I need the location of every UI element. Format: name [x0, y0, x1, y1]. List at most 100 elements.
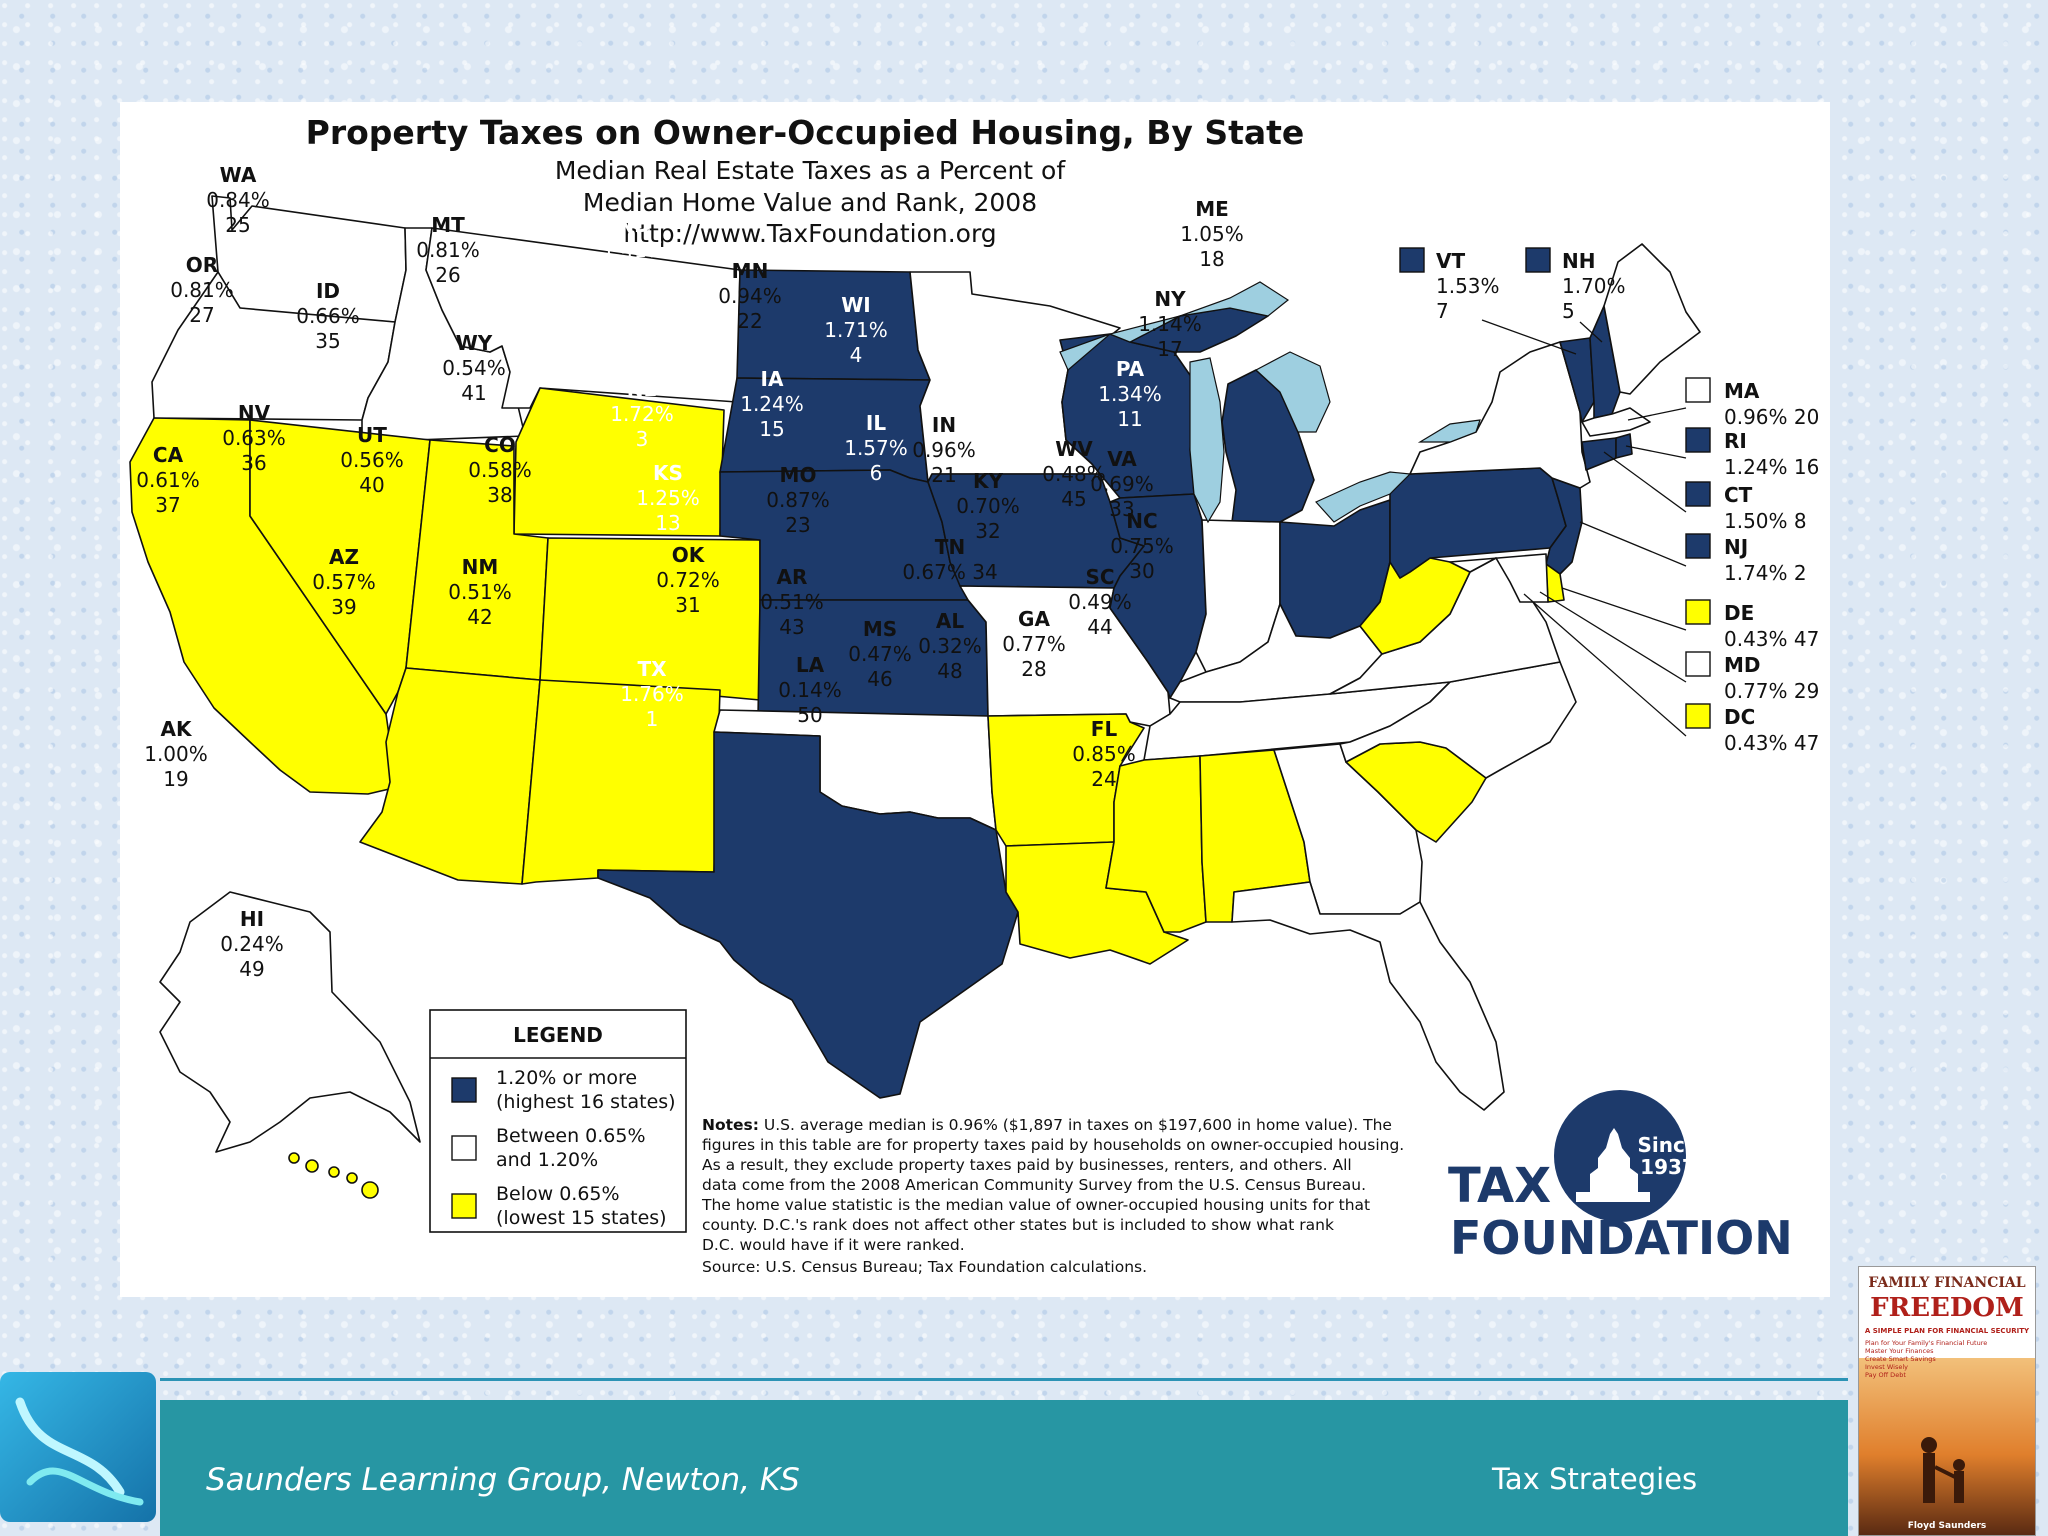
leader-vt: [1481, 319, 1577, 355]
state-shape-ny[interactable]: [1409, 341, 1591, 489]
state-label-or-abbr: OR: [186, 253, 218, 277]
callout-de-abbr: DE: [1724, 601, 1754, 625]
state-label-ny-abbr: NY: [1154, 287, 1186, 311]
state-label-wi-rank: 4: [850, 343, 863, 367]
notes-line-6: county. D.C.'s rank does not affect othe…: [702, 1216, 1334, 1234]
state-label-ks-abbr: KS: [653, 461, 683, 485]
legend-title: LEGEND: [513, 1023, 603, 1047]
legend-middle-line-1: Between 0.65%: [496, 1125, 646, 1147]
map-subtitle-1: Median Real Estate Taxes as a Percent of: [555, 156, 1066, 185]
state-label-fl-pct: 0.85%: [1072, 742, 1136, 766]
state-label-wa-abbr: WA: [220, 163, 257, 187]
state-label-mn-pct: 0.94%: [718, 284, 782, 308]
notes-line-1: Notes: U.S. average median is 0.96% ($1,…: [702, 1116, 1392, 1134]
book-bullet: Master Your Finances: [1865, 1347, 1934, 1355]
state-shape-me[interactable]: [1603, 243, 1701, 395]
state-label-ak-pct: 1.00%: [144, 742, 208, 766]
state-label-az-rank: 39: [331, 595, 356, 619]
notes-line-3: As a result, they exclude property taxes…: [702, 1156, 1352, 1174]
map-panel: Property Taxes on Owner-Occupied Housing…: [120, 102, 1830, 1297]
state-label-nd-abbr: ND: [617, 213, 650, 237]
notes-line-5: The home value statistic is the median v…: [701, 1196, 1370, 1214]
callout-vt-abbr: VT: [1436, 249, 1465, 273]
state-label-nm-abbr: NM: [462, 555, 499, 579]
state-label-mi-rank: 9: [958, 369, 971, 393]
state-label-oh-pct: 1.29%: [984, 422, 1048, 446]
callout-nj-abbr: NJ: [1724, 535, 1748, 559]
state-label-id-rank: 35: [315, 329, 340, 353]
book-bullets: Plan for Your Family's Financial Future …: [1865, 1339, 2025, 1379]
leader-ct: [1603, 451, 1687, 513]
notes: Notes: U.S. average median is 0.96% ($1,…: [701, 1116, 1404, 1276]
state-label-hi-abbr: HI: [240, 907, 264, 931]
state-shape-wv[interactable]: [1359, 557, 1471, 655]
state-label-me-abbr: ME: [1195, 197, 1229, 221]
state-shape-md[interactable]: [1449, 553, 1549, 603]
state-label-me-rank: 18: [1199, 247, 1224, 271]
state-label-va-abbr: VA: [1107, 447, 1137, 471]
family-silhouette-icon: [1921, 1437, 1965, 1503]
state-label-mn-abbr: MN: [732, 259, 769, 283]
callout-ma-abbr: MA: [1724, 379, 1760, 403]
state-label-ms-rank: 46: [867, 667, 892, 691]
callout-swatch-nh: [1525, 247, 1551, 273]
state-label-ny-rank: 17: [1157, 337, 1182, 361]
state-label-ar-rank: 43: [779, 615, 804, 639]
callout-nh-pct: 1.70%: [1562, 274, 1626, 298]
state-shape-wy[interactable]: [513, 387, 725, 537]
state-label-ca-pct: 0.61%: [136, 468, 200, 492]
state-shape-ct[interactable]: [1581, 437, 1617, 471]
callout-swatch-vt: [1399, 247, 1425, 273]
state-label-or-pct: 0.81%: [170, 278, 234, 302]
leader-de: [1561, 587, 1687, 631]
state-shape-fl[interactable]: [1231, 881, 1505, 1111]
state-shape-nm[interactable]: [521, 679, 721, 885]
state-label-wv-abbr: WV: [1055, 437, 1093, 461]
state-label-ky-pct: 0.70%: [956, 494, 1020, 518]
state-shape-ak[interactable]: [159, 891, 421, 1153]
state-label-ms-abbr: MS: [863, 617, 897, 641]
state-label-ar-abbr: AR: [777, 565, 808, 589]
state-label-ia-pct: 1.24%: [740, 392, 804, 416]
state-label-ok-abbr: OK: [672, 543, 706, 567]
state-label-az-abbr: AZ: [329, 545, 359, 569]
state-label-ut-pct: 0.56%: [340, 448, 404, 472]
state-label-me-pct: 1.05%: [1180, 222, 1244, 246]
state-label-ne-pct: 1.72%: [610, 402, 674, 426]
callout-ct-abbr: CT: [1724, 483, 1753, 507]
since-label: Since: [1638, 1133, 1699, 1157]
state-label-ar-pct: 0.51%: [760, 590, 824, 614]
callout-nj-value: 1.74% 2: [1724, 561, 1807, 585]
leader-ma: [1627, 407, 1687, 421]
map-title: Property Taxes on Owner-Occupied Housing…: [306, 113, 1305, 152]
state-label-wa-rank: 25: [225, 213, 250, 237]
legend-swatch-low: [451, 1193, 477, 1219]
state-label-tx-pct: 1.76%: [620, 682, 684, 706]
state-shape-hi[interactable]: [288, 1152, 379, 1199]
notes-source: Source: U.S. Census Bureau; Tax Foundati…: [702, 1258, 1147, 1276]
legend-swatch-high: [451, 1077, 477, 1103]
state-label-sd-abbr: SD: [618, 295, 649, 319]
state-label-la-abbr: LA: [796, 653, 825, 677]
state-label-in-rank: 21: [931, 463, 956, 487]
state-label-ut-rank: 40: [359, 473, 384, 497]
leader-md: [1539, 591, 1687, 683]
state-label-ca-abbr: CA: [153, 443, 184, 467]
callout-swatch-md: [1685, 651, 1711, 677]
state-shape-vt[interactable]: [1559, 337, 1595, 423]
notes-line-4: data come from the 2008 American Communi…: [702, 1176, 1366, 1194]
state-shape-nc[interactable]: [1339, 661, 1577, 779]
footer-bar: Saunders Learning Group, Newton, KS Tax …: [160, 1400, 1848, 1536]
callout-swatch-ri: [1685, 427, 1711, 453]
state-label-ok-pct: 0.72%: [656, 568, 720, 592]
state-label-la-pct: 0.14%: [778, 678, 842, 702]
state-shape-ri[interactable]: [1615, 433, 1633, 459]
state-label-nc-abbr: NC: [1126, 509, 1157, 533]
state-label-ny-pct: 1.14%: [1138, 312, 1202, 336]
state-label-nd-pct: 1.41%: [602, 238, 666, 262]
state-shape-ma[interactable]: [1581, 407, 1651, 437]
state-shape-tx[interactable]: [597, 731, 1019, 1099]
state-label-nd-rank: 10: [621, 263, 646, 287]
state-label-pa-rank: 11: [1117, 407, 1142, 431]
great-lakes-ontario: [1417, 419, 1481, 443]
